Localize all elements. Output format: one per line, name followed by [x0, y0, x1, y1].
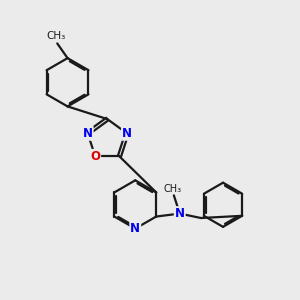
Text: O: O [90, 150, 100, 163]
Text: N: N [83, 127, 93, 140]
Text: N: N [175, 207, 185, 220]
Text: CH₃: CH₃ [46, 31, 65, 41]
Text: N: N [130, 222, 140, 235]
Text: N: N [122, 127, 132, 140]
Text: CH₃: CH₃ [163, 184, 182, 194]
